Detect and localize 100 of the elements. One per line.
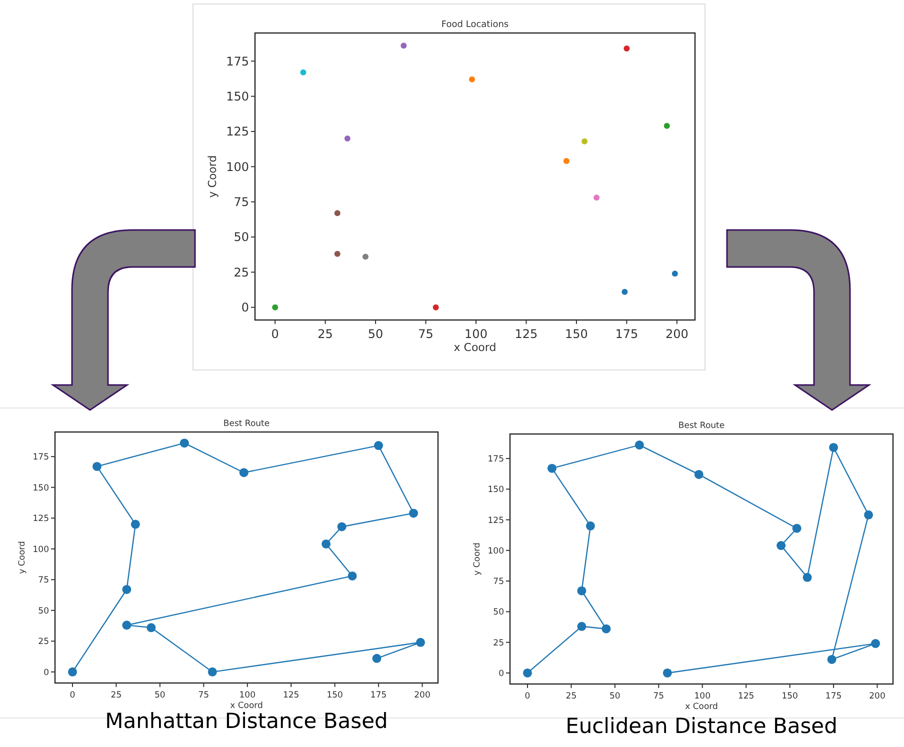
y-tick-label: 50: [234, 230, 249, 244]
x-tick-label: 50: [154, 690, 166, 700]
point: [334, 210, 340, 216]
y-axis-title: y Coord: [206, 155, 220, 198]
y-tick-label: 150: [32, 483, 49, 494]
point: [122, 584, 132, 594]
y-tick-label: 125: [488, 516, 504, 526]
point: [871, 639, 880, 648]
point: [586, 521, 595, 530]
x-tick-label: 25: [566, 692, 577, 702]
point: [334, 250, 340, 257]
y-tick-label: 0: [241, 300, 249, 315]
x-tick-label: 200: [869, 692, 886, 702]
point: [122, 620, 132, 630]
point: [272, 304, 278, 310]
point: [624, 45, 630, 52]
x-tick-label: 50: [610, 692, 620, 702]
x-tick-label: 100: [694, 692, 710, 702]
x-tick-label: 175: [370, 690, 387, 700]
y-axis-title: y Coord: [472, 542, 483, 576]
x-tick-label: 75: [653, 692, 664, 702]
point: [594, 194, 600, 201]
point: [344, 136, 350, 142]
point: [602, 624, 611, 634]
x-tick-label: 150: [326, 690, 343, 700]
y-tick-label: 25: [234, 265, 249, 280]
x-tick-label: 0: [70, 690, 76, 700]
point: [577, 622, 586, 631]
y-tick-label: 75: [493, 577, 504, 588]
point: [563, 158, 570, 164]
y-tick-label: 175: [226, 54, 249, 68]
point: [208, 667, 217, 676]
point: [409, 508, 418, 518]
y-tick-label: 0: [44, 668, 49, 678]
y-tick-label: 100: [226, 160, 249, 174]
x-tick-label: 0: [271, 327, 279, 341]
point: [622, 288, 628, 295]
y-tick-label: 150: [226, 90, 249, 104]
point: [664, 122, 670, 129]
y-tick-label: 0: [498, 668, 504, 679]
x-tick-label: 200: [665, 327, 688, 341]
x-axis-title: x Coord: [685, 702, 718, 712]
point: [239, 468, 248, 478]
y-tick-label: 175: [32, 452, 49, 463]
chart-title: Food Locations: [441, 20, 509, 30]
point: [802, 572, 812, 582]
y-tick-label: 100: [488, 546, 504, 556]
x-tick-label: 125: [282, 690, 300, 700]
y-tick-label: 50: [38, 606, 49, 616]
point: [130, 520, 140, 529]
x-tick-label: 100: [464, 327, 488, 341]
point: [416, 638, 426, 647]
point: [694, 470, 704, 479]
point: [374, 441, 384, 450]
x-tick-label: 200: [414, 690, 430, 700]
point: [92, 462, 102, 471]
y-tick-label: 125: [32, 514, 49, 524]
point: [582, 138, 588, 144]
point: [827, 654, 836, 664]
point: [400, 42, 407, 49]
point: [362, 254, 368, 260]
point: [577, 586, 586, 596]
text: Euclidean Distance Based: [566, 714, 838, 738]
y-tick-label: 100: [32, 544, 49, 555]
x-tick-label: 75: [198, 690, 210, 700]
point: [829, 442, 838, 452]
chart-title: Best Route: [223, 419, 270, 429]
x-axis-title: x Coord: [230, 701, 263, 711]
point: [300, 69, 306, 76]
point: [864, 510, 874, 520]
x-tick-label: 125: [514, 327, 538, 341]
x-tick-label: 150: [782, 692, 798, 702]
point: [672, 270, 678, 277]
point: [792, 524, 802, 533]
point: [348, 571, 357, 580]
point: [68, 667, 77, 676]
x-tick-label: 75: [418, 327, 434, 341]
x-tick-label: 50: [368, 327, 384, 341]
x-tick-label: 25: [318, 327, 333, 341]
point: [337, 522, 346, 532]
x-tick-label: 125: [738, 692, 754, 702]
x-axis-title: x Coord: [454, 341, 496, 354]
point: [372, 654, 382, 663]
point: [547, 464, 556, 473]
point: [146, 623, 156, 632]
y-tick-label: 25: [38, 637, 49, 648]
y-tick-label: 75: [38, 576, 49, 586]
y-tick-label: 25: [493, 638, 504, 648]
y-tick-label: 50: [493, 608, 504, 618]
x-tick-label: 0: [524, 692, 530, 702]
text: Manhattan Distance Based: [105, 709, 388, 733]
x-tick-label: 150: [565, 327, 588, 341]
point: [522, 668, 532, 678]
point: [432, 304, 439, 310]
x-tick-label: 25: [110, 690, 122, 700]
y-tick-label: 150: [488, 485, 504, 496]
y-tick-label: 175: [488, 454, 504, 464]
y-tick-label: 75: [234, 195, 249, 210]
point: [322, 539, 331, 548]
point: [662, 668, 672, 678]
